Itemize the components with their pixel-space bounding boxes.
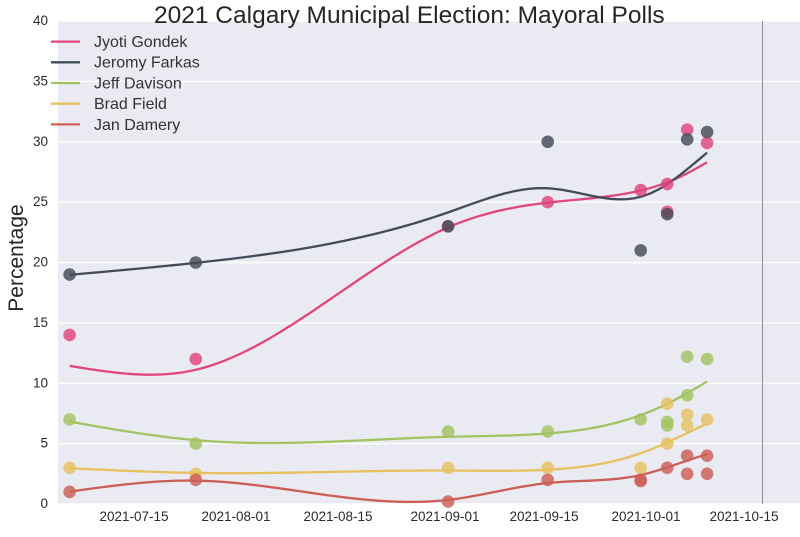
svg-text:40: 40 [33,13,48,28]
svg-text:2021-09-15: 2021-09-15 [509,509,578,524]
svg-text:Jyoti Gondek: Jyoti Gondek [94,34,188,51]
svg-text:0: 0 [40,496,48,511]
svg-text:Jan Damery: Jan Damery [94,117,180,134]
svg-text:Jeff Davison: Jeff Davison [94,75,182,92]
svg-text:20: 20 [33,255,48,270]
svg-text:30: 30 [33,134,48,149]
svg-text:2021-10-01: 2021-10-01 [611,509,680,524]
svg-text:2021-07-15: 2021-07-15 [99,509,168,524]
svg-text:2021-10-15: 2021-10-15 [709,509,778,524]
svg-text:25: 25 [33,194,48,209]
svg-text:Brad Field: Brad Field [94,96,167,113]
svg-text:10: 10 [33,375,48,390]
svg-text:2021-08-15: 2021-08-15 [303,509,372,524]
svg-text:2021-08-01: 2021-08-01 [201,509,270,524]
svg-text:35: 35 [33,73,48,88]
svg-text:5: 5 [40,436,48,451]
svg-text:Jeromy Farkas: Jeromy Farkas [94,55,200,72]
svg-text:15: 15 [33,315,48,330]
svg-text:2021-09-01: 2021-09-01 [410,509,479,524]
